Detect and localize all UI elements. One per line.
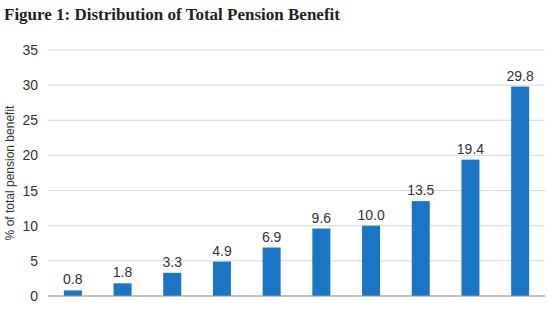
data-label: 6.9 <box>262 229 282 245</box>
data-label: 10.0 <box>357 207 384 223</box>
y-tick-label: 0 <box>30 288 38 304</box>
data-label: 0.8 <box>63 271 83 287</box>
y-tick-label: 35 <box>22 42 38 58</box>
grid-line <box>48 120 545 121</box>
bar <box>362 226 380 296</box>
grid-line <box>48 85 545 86</box>
data-label: 13.5 <box>407 182 434 198</box>
chart-svg: Figure 1: Distribution of Total Pension … <box>0 0 550 310</box>
data-label: 29.8 <box>507 68 534 84</box>
bar <box>163 273 181 296</box>
bar <box>213 262 231 296</box>
x-axis-line <box>48 296 545 297</box>
y-tick-label: 20 <box>22 147 38 163</box>
y-tick-label: 30 <box>22 77 38 93</box>
bars <box>64 87 529 296</box>
grid-line <box>48 50 545 51</box>
y-tick-label: 25 <box>22 112 38 128</box>
chart-container: Figure 1: Distribution of Total Pension … <box>0 0 550 310</box>
y-tick-label: 15 <box>22 183 38 199</box>
bar <box>312 229 330 296</box>
data-label: 1.8 <box>113 264 133 280</box>
bar <box>412 201 430 296</box>
y-axis-label: % of total pension benefit <box>3 105 17 240</box>
data-label: 19.4 <box>457 141 484 157</box>
bar <box>64 290 82 296</box>
y-tick-label: 5 <box>30 253 38 269</box>
chart-title: Figure 1: Distribution of Total Pension … <box>4 5 340 24</box>
bar <box>461 160 479 296</box>
bar <box>263 248 281 296</box>
data-label: 9.6 <box>312 210 332 226</box>
bar <box>511 87 529 296</box>
grid-line <box>48 296 545 297</box>
y-tick-label: 10 <box>22 218 38 234</box>
data-label: 4.9 <box>212 243 232 259</box>
data-label: 3.3 <box>163 254 183 270</box>
bar <box>114 283 132 296</box>
